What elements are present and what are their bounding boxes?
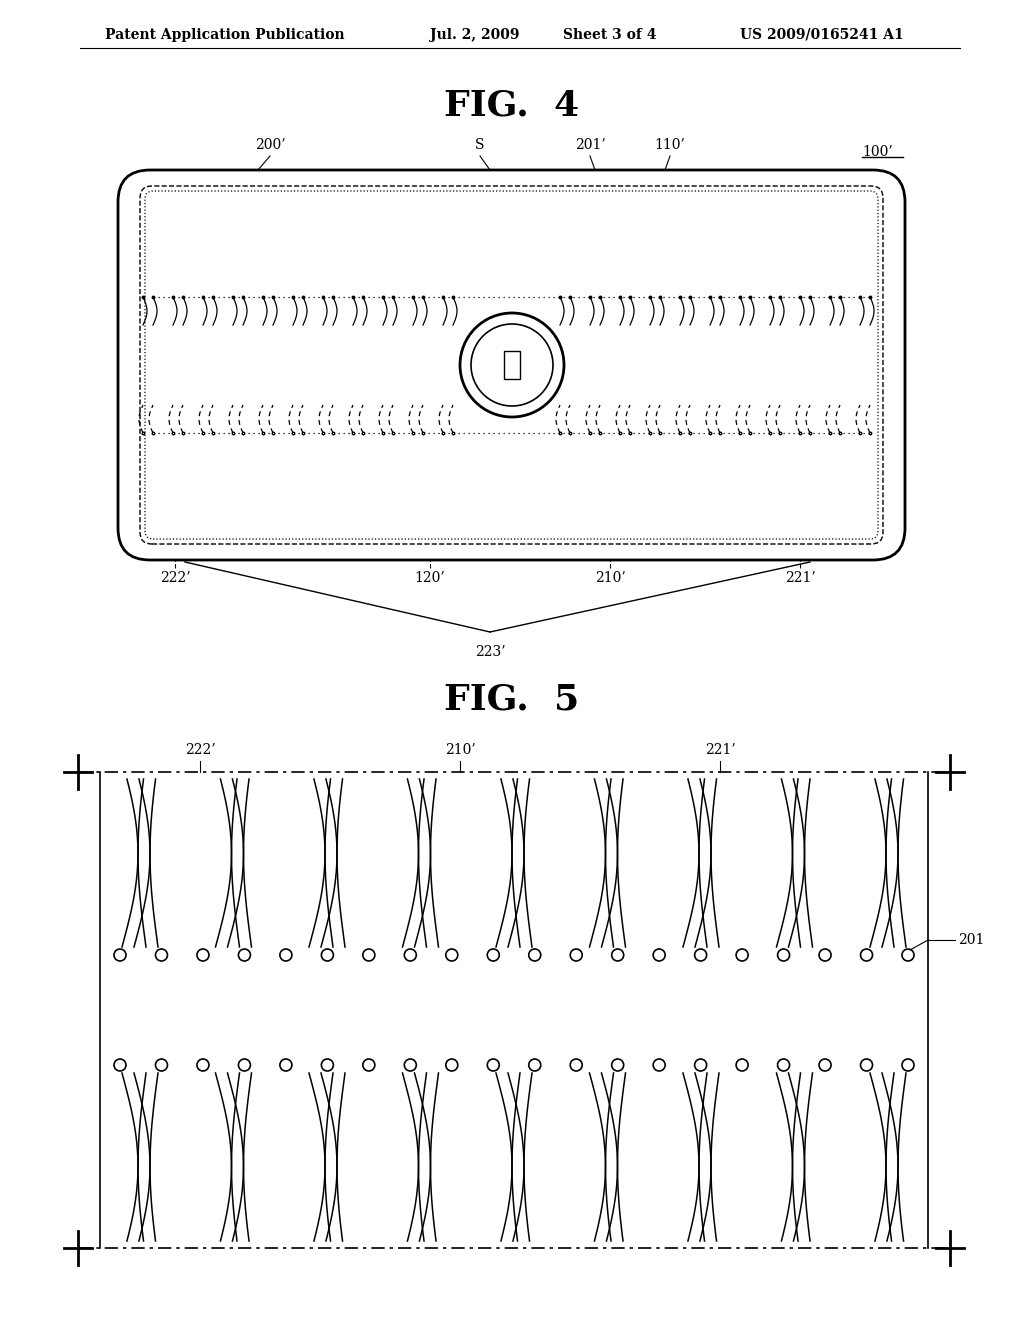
Text: Jul. 2, 2009: Jul. 2, 2009 [430,28,519,42]
Text: 201: 201 [958,933,984,946]
Bar [504,351,520,379]
Text: 100’: 100’ [862,145,893,158]
Text: S: S [475,139,484,152]
Text: 201’: 201’ [574,139,605,152]
Text: 221’: 221’ [784,572,815,585]
Text: 222’: 222’ [160,572,190,585]
Text: 200’: 200’ [255,139,286,152]
Text: Patent Application Publication: Patent Application Publication [105,28,345,42]
Text: 221’: 221’ [705,743,735,756]
FancyBboxPatch shape [118,170,905,560]
Text: 222’: 222’ [184,743,215,756]
Text: 210’: 210’ [444,743,475,756]
Text: 110’: 110’ [654,139,685,152]
Text: Sheet 3 of 4: Sheet 3 of 4 [563,28,656,42]
Text: 223’: 223’ [475,645,505,659]
Text: 210’: 210’ [595,572,626,585]
Text: 120’: 120’ [415,572,445,585]
Text: FIG.  5: FIG. 5 [444,682,580,717]
Text: US 2009/0165241 A1: US 2009/0165241 A1 [740,28,904,42]
Text: FIG.  4: FIG. 4 [444,88,580,121]
